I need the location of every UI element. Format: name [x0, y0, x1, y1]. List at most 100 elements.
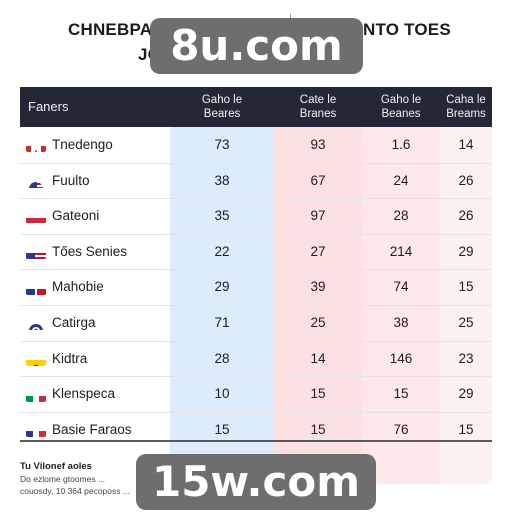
row-name-label: Tőes Senies	[52, 243, 128, 259]
row-name-cell: Basie Faraos	[26, 412, 132, 447]
header-col-4: Caha le Breams	[440, 87, 492, 127]
row-name-cell: Gateoni	[26, 198, 99, 233]
dominican-flag-icon	[26, 281, 46, 295]
row-name-label: Klenspeca	[52, 386, 116, 402]
row-name-cell: Tnedengo	[26, 127, 113, 162]
row-name-cell: Tőes Senies	[26, 234, 127, 269]
row-value-col-4: 29	[458, 243, 474, 259]
row-separator	[20, 269, 492, 271]
row-value-col-3: 1.6	[391, 137, 411, 152]
row-value-col-2: 15	[310, 386, 326, 402]
header-first-column: Faners	[28, 99, 69, 114]
row-separator	[20, 233, 492, 235]
row-value-col-4: 14	[458, 137, 474, 152]
row-name-label: Fuulto	[52, 172, 90, 188]
row-value-col-3: 76	[393, 421, 409, 437]
footnote-title: Tu Vilonef aoles	[20, 461, 92, 472]
row-value-col-2: 93	[310, 137, 326, 152]
row-value-col-1: 35	[214, 208, 230, 224]
round-usa-flag-icon	[26, 174, 46, 189]
header-col-4-line1: Caha le	[446, 94, 486, 106]
row-value-col-3: 28	[393, 208, 409, 224]
row-value-col-1: 38	[214, 172, 230, 188]
header-col-2-line1: Cate le	[299, 94, 337, 106]
table-row: Tőes Senies 22 27 214 29	[20, 234, 492, 269]
table-row: Fuulto 38 67 24 26	[20, 163, 492, 198]
row-value-col-4: 25	[458, 315, 474, 330]
row-value-col-4: 15	[458, 421, 474, 437]
round-crest-flag-icon	[26, 316, 46, 331]
row-separator	[20, 198, 492, 200]
row-separator	[20, 376, 492, 378]
row-value-col-3: 146	[389, 350, 413, 366]
header-col-3-line2: Beanes	[381, 108, 421, 120]
table-bottom-rule	[20, 440, 492, 442]
row-value-col-3: 24	[393, 172, 409, 188]
italy-flag-icon	[26, 388, 46, 402]
footnote-line-2: couosdy, 10 364 pecoposs ...	[20, 486, 130, 496]
table-row: Mahobie 29 39 74 15	[20, 269, 492, 304]
row-value-col-4: 26	[458, 172, 474, 188]
row-value-col-1: 10	[214, 386, 230, 402]
row-name-label: Basie Faraos	[52, 421, 132, 437]
row-value-col-4: 15	[458, 279, 474, 295]
row-value-col-3: 38	[393, 315, 409, 330]
table-row: Gateoni 35 97 28 26	[20, 198, 492, 233]
row-name-label: Gateoni	[52, 208, 100, 224]
row-value-col-2: 97	[310, 208, 326, 224]
canada-flag-icon	[26, 138, 46, 153]
header-col-4-line2: Breams	[446, 108, 486, 120]
row-name-cell: Klenspeca	[26, 376, 115, 411]
row-value-col-4: 26	[458, 208, 474, 224]
header-col-3-line1: Gaho le	[380, 94, 422, 106]
row-value-col-1: 73	[214, 137, 230, 152]
row-name-label: Catirga	[52, 315, 96, 330]
table-row: Tnedengo 73 93 1.6 14	[20, 127, 492, 162]
row-value-col-1: 28	[214, 350, 230, 366]
row-name-label: Tnedengo	[52, 137, 113, 152]
row-separator	[20, 411, 492, 413]
row-value-col-2: 39	[310, 279, 326, 295]
header-col-2: Cate le Branes	[274, 87, 362, 127]
title-line-1-right: NTO TOES	[363, 20, 451, 39]
table-row: Catirga 71 25 38 25	[20, 305, 492, 340]
row-value-col-4: 29	[458, 386, 474, 402]
row-value-col-3: 15	[393, 386, 409, 402]
header-col-1: Gaho le Beares	[170, 87, 274, 127]
row-value-col-3: 214	[389, 243, 413, 259]
ecuador-flag-icon	[26, 352, 46, 367]
row-value-col-1: 22	[214, 243, 230, 259]
title-line-1-left: CHNEBPAI	[68, 20, 158, 39]
footnote-line-1: Do ezlome gtoomes ...	[20, 474, 106, 484]
watermark-top: 8u.com	[150, 18, 363, 74]
row-name-cell: Catirga	[26, 305, 96, 340]
row-name-cell: Kidtra	[26, 341, 87, 376]
row-name-label: Mahobie	[52, 279, 104, 295]
france-flag-icon	[26, 423, 46, 438]
row-value-col-1: 71	[214, 315, 230, 330]
table-row: Basie Faraos 15 15 76 15	[20, 412, 492, 447]
row-value-col-2: 14	[310, 350, 326, 366]
header-col-2-line2: Branes	[299, 108, 337, 120]
row-separator	[20, 340, 492, 342]
table-row: Kidtra 28 14 146 23	[20, 341, 492, 376]
row-value-col-4: 23	[458, 350, 474, 366]
header-col-1-line1: Gaho le	[201, 94, 243, 106]
row-separator	[20, 305, 492, 306]
table-row: Klenspeca 10 15 15 29	[20, 376, 492, 411]
data-table: Faners Gaho le Beares Cate le Branes Gah…	[20, 87, 492, 484]
watermark-bottom: 15w.com	[136, 454, 376, 510]
header-col-1-line2: Beares	[203, 108, 241, 120]
row-value-col-3: 74	[393, 279, 409, 295]
row-value-col-2: 67	[310, 172, 326, 188]
row-name-label: Kidtra	[52, 350, 88, 366]
row-value-col-2: 15	[310, 421, 326, 437]
row-name-cell: Mahobie	[26, 269, 104, 304]
row-value-col-2: 25	[310, 315, 326, 330]
row-separator	[20, 162, 492, 164]
header-col-3: Gaho le Beanes	[362, 87, 440, 127]
row-value-col-2: 27	[310, 243, 326, 259]
table-header: Faners Gaho le Beares Cate le Branes Gah…	[20, 87, 492, 127]
hungary-flag-icon	[26, 210, 46, 224]
row-value-col-1: 15	[214, 421, 230, 437]
